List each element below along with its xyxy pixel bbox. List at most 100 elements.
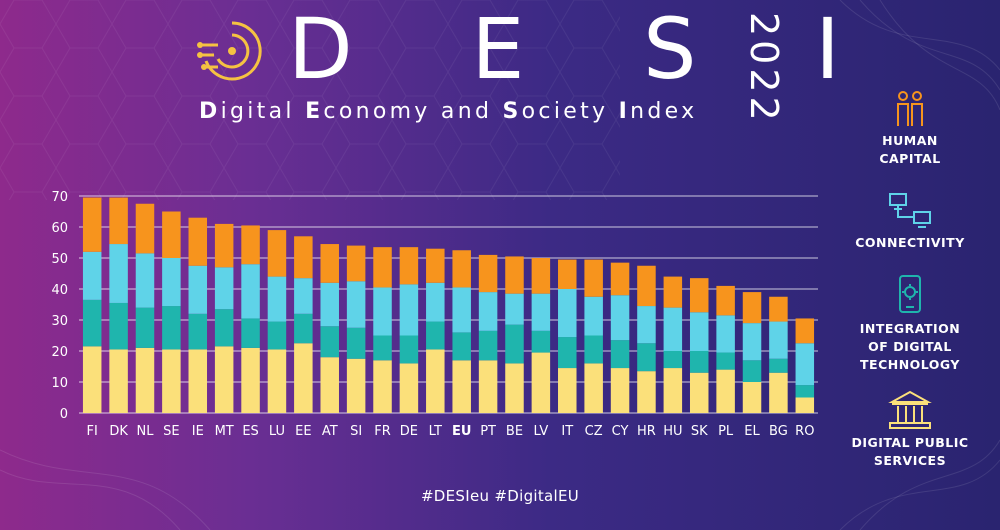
bar-segment xyxy=(320,282,339,327)
x-tick-label: DK xyxy=(109,424,128,439)
x-tick-label: SK xyxy=(691,424,708,439)
bar-segment xyxy=(162,306,181,350)
bar-segment xyxy=(109,349,128,413)
bar-segment xyxy=(584,259,603,297)
bar-segment xyxy=(82,251,102,300)
x-tick-label: HU xyxy=(663,424,682,439)
bar-segment xyxy=(294,313,313,344)
bar-segment xyxy=(214,223,234,268)
x-tick-label: RO xyxy=(795,424,814,439)
bar-segment xyxy=(769,358,788,373)
report-year: 2022 xyxy=(742,12,786,125)
bar-segment xyxy=(267,349,287,413)
bar-segment xyxy=(241,264,260,319)
x-tick-label: ES xyxy=(242,424,258,439)
bar-segment xyxy=(82,299,102,347)
bar-segment xyxy=(188,265,208,314)
bar-segment xyxy=(742,382,762,413)
bar-segment xyxy=(637,265,656,307)
x-tick-label: FI xyxy=(87,424,98,439)
bar-segment xyxy=(795,343,815,386)
bar-segment xyxy=(795,397,815,413)
y-tick-label: 60 xyxy=(51,221,68,236)
bar-segment xyxy=(294,343,313,413)
bar-segment xyxy=(505,363,524,413)
bar-segment xyxy=(531,293,551,331)
desi-circuit-logo-icon xyxy=(197,21,262,81)
bar-segment xyxy=(452,360,471,413)
bar-segment xyxy=(373,360,392,413)
legend-item-integration: INTEGRATION OF DIGITAL TECHNOLOGY xyxy=(840,274,980,374)
bar-segment xyxy=(109,302,128,350)
bar-segment xyxy=(689,372,709,413)
bar-segment xyxy=(558,337,577,369)
desi-title: D E S I xyxy=(288,0,886,98)
y-tick-label: 0 xyxy=(60,407,68,422)
bar-segment xyxy=(478,254,498,293)
bar-segment xyxy=(637,306,656,344)
bar-segment xyxy=(742,292,762,324)
bar-segment xyxy=(82,346,102,413)
bar-segment xyxy=(584,335,603,364)
x-tick-label: AT xyxy=(322,424,338,439)
bar-segment xyxy=(267,230,287,277)
x-tick-label: SE xyxy=(163,424,179,439)
bar-segment xyxy=(689,278,709,313)
bar-segment xyxy=(399,363,419,413)
bar-segment xyxy=(82,197,102,252)
x-tick-label: SI xyxy=(350,424,362,439)
subtitle-part: I xyxy=(618,99,631,124)
x-tick-label: EL xyxy=(744,424,760,439)
bar-segment xyxy=(452,250,471,288)
subtitle-part: igital xyxy=(220,99,306,124)
bar-segment xyxy=(188,349,208,413)
bar-segment xyxy=(346,245,366,282)
bar-segment xyxy=(294,236,313,279)
legend-label: HUMAN CAPITAL xyxy=(879,133,941,166)
bar-segment xyxy=(320,326,339,358)
bar-segment xyxy=(373,247,392,288)
x-tick-label: PT xyxy=(480,424,496,439)
bar-segment xyxy=(135,203,155,254)
bar-segment xyxy=(426,321,445,350)
people-icon xyxy=(897,91,923,126)
bar-segment xyxy=(109,197,128,245)
legend-item-public-services: DIGITAL PUBLIC SERVICES xyxy=(840,388,980,470)
x-tick-label: IT xyxy=(561,424,573,439)
x-tick-label: BE xyxy=(506,424,523,439)
bar-segment xyxy=(346,327,366,359)
x-tick-label: IE xyxy=(192,424,204,439)
bar-segment xyxy=(452,332,471,361)
bar-segment xyxy=(399,335,419,364)
bar-segment xyxy=(610,295,630,341)
bar-segment xyxy=(742,323,762,361)
bar-segment xyxy=(663,351,683,369)
bar-segment xyxy=(188,217,208,266)
bar-segment xyxy=(426,349,445,413)
bar-segment xyxy=(716,369,735,413)
bar-segment xyxy=(584,296,603,336)
smartphone-gear-icon xyxy=(899,275,921,313)
bar-segment xyxy=(135,253,155,308)
bar-segment xyxy=(135,307,155,348)
bar-segment xyxy=(795,318,815,344)
bar-segment xyxy=(558,259,577,289)
subtitle-part: S xyxy=(502,99,522,124)
bar-segment xyxy=(505,293,524,325)
bar-segment xyxy=(452,287,471,333)
bar-segment xyxy=(637,371,656,413)
bar-segment xyxy=(478,360,498,413)
x-tick-label: EU xyxy=(452,424,471,439)
bar-segment xyxy=(320,357,339,413)
bar-segment xyxy=(505,324,524,364)
y-tick-label: 10 xyxy=(51,376,68,391)
bar-segment xyxy=(478,330,498,361)
bar-segment xyxy=(663,276,683,308)
bar-segment xyxy=(531,330,551,353)
bar-segment xyxy=(426,282,445,322)
bar-segment xyxy=(320,244,339,283)
y-tick-label: 20 xyxy=(51,345,68,360)
bar-segment xyxy=(769,296,788,322)
bar-segment xyxy=(637,343,656,372)
